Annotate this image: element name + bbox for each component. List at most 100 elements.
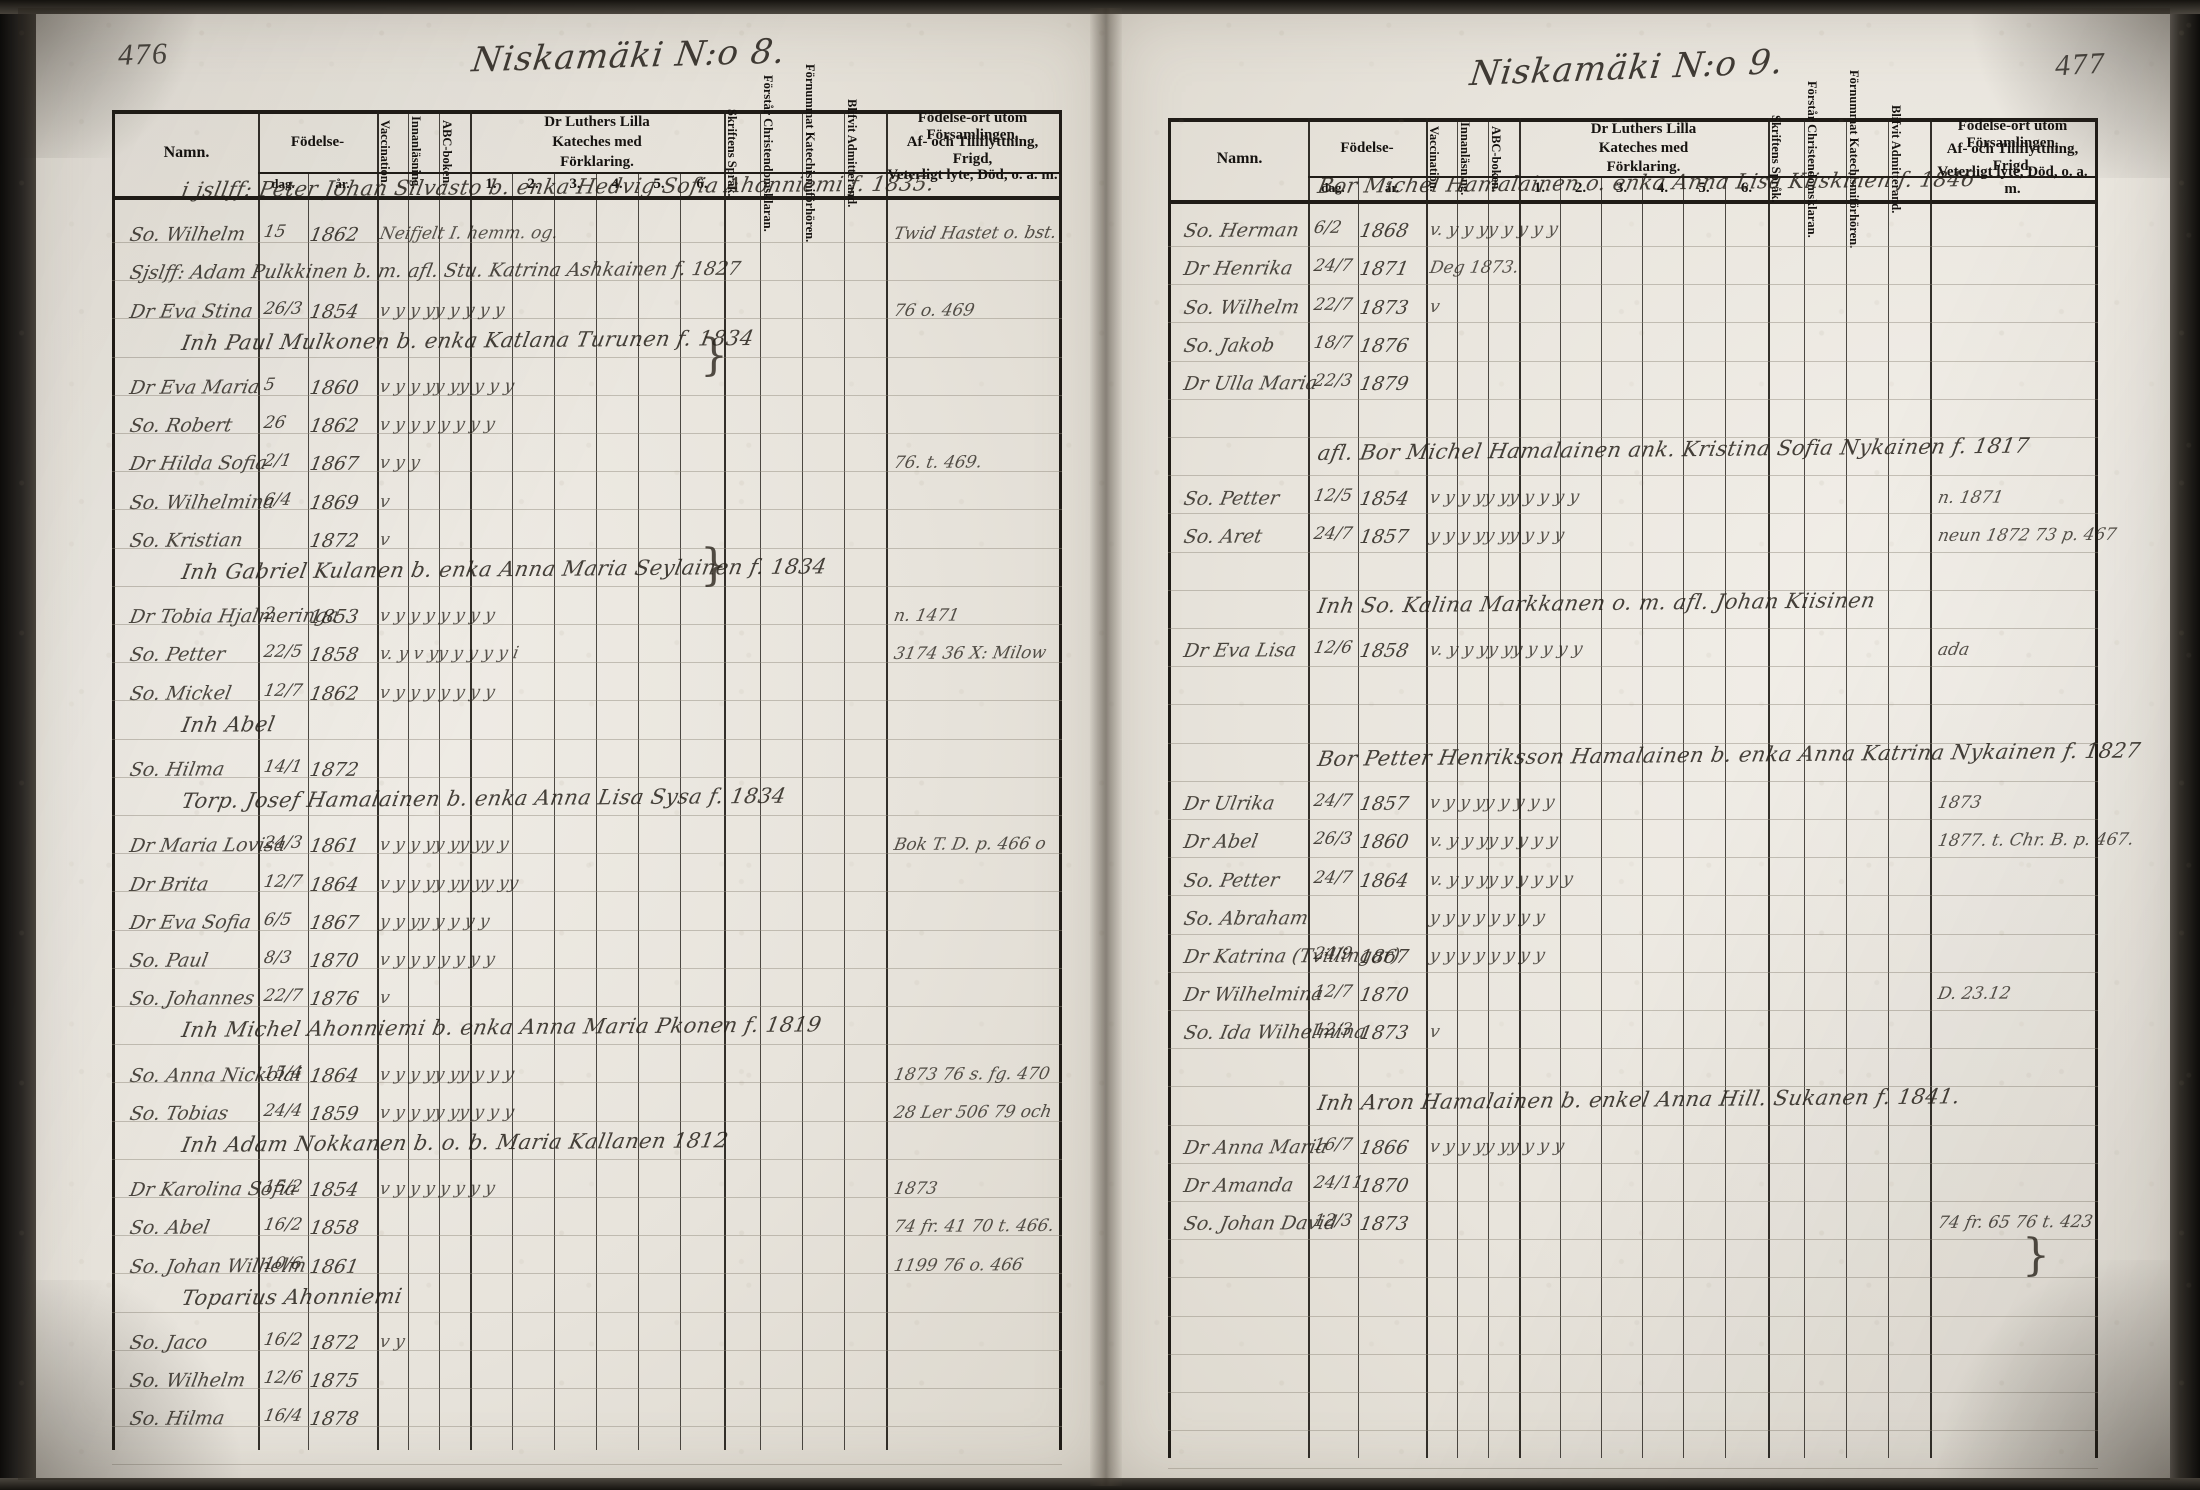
header-became-admitted: Blifvit Admitterand. [1888, 104, 1903, 214]
ruled-writing-line [1168, 322, 2098, 324]
header-catechism-3: 3. [569, 176, 581, 192]
col-rule [724, 110, 726, 1450]
right-page-leaf [1108, 8, 2180, 1486]
ruled-writing-line [112, 776, 1062, 778]
scan-edge-top [0, 0, 2200, 14]
col-rule [554, 172, 555, 1450]
ruled-writing-line [112, 1044, 1062, 1046]
header-catechism-4: 4. [611, 176, 623, 192]
ruled-writing-line [112, 1349, 1062, 1351]
ruled-writing-line [112, 509, 1062, 511]
header-catechism-line3: Förklaring. [1606, 159, 1681, 176]
catechism-group-rule [1426, 176, 1498, 178]
ruled-writing-line [112, 1158, 1062, 1160]
table-left-rule [1168, 118, 1171, 1458]
ruled-writing-line [112, 929, 1062, 931]
ruled-writing-line [1168, 1048, 2098, 1050]
header-catechism-1: 1. [1533, 180, 1546, 196]
col-rule [470, 110, 472, 1450]
col-rule [258, 196, 260, 1450]
ruled-writing-line [112, 1311, 1062, 1313]
header-catechism-1: 1. [485, 176, 497, 192]
col-rule [1930, 118, 1932, 1458]
col-rule [408, 110, 409, 1450]
table-top-rule [1168, 118, 2098, 122]
header-scripture-language: Skriftens Språk. [1768, 115, 1783, 203]
col-rule [1804, 118, 1805, 1458]
birth-group-rule [1308, 176, 2098, 178]
col-rule [1725, 176, 1726, 1458]
header-birth-group: Födelse- [290, 133, 345, 150]
ruled-writing-line [1168, 1162, 2098, 1164]
header-birth-year: år. [335, 175, 350, 191]
right-page-table: Namn. Födelse- dag. år. Vaccination. Inn… [1168, 70, 2098, 1470]
scan-edge-right [2170, 0, 2200, 1490]
col-rule [512, 172, 513, 1450]
header-catechism-6: 6. [696, 176, 708, 192]
col-rule [258, 110, 260, 196]
header-birth-year: år. [1384, 179, 1400, 195]
ruled-writing-line [1168, 1430, 2098, 1432]
ruled-writing-line [1168, 1086, 2098, 1088]
col-rule [886, 110, 888, 1450]
header-catechism-line2: Kateches med [552, 133, 642, 150]
header-birth-day: dag. [271, 175, 295, 191]
ruled-writing-line [112, 242, 1062, 243]
ruled-writing-line [112, 891, 1062, 893]
ruled-writing-line [1168, 513, 2098, 515]
left-page-leaf [18, 8, 1108, 1486]
col-rule [439, 110, 440, 1450]
col-rule [1308, 118, 1310, 1458]
header-understands-christianity: Förstår Christendomsklaran. [760, 74, 775, 232]
ruled-writing-line [1168, 1239, 2098, 1241]
header-catechism-line1: Dr Luthers Lilla [1590, 121, 1697, 138]
table-right-rule [2095, 118, 2098, 1458]
ruled-writing-line [112, 394, 1062, 396]
header-catechism-line1: Dr Luthers Lilla [544, 113, 650, 130]
ruled-writing-line [112, 662, 1062, 664]
ruled-writing-line [1168, 857, 2098, 859]
scan-edge-bottom [0, 1478, 2200, 1490]
ruled-writing-line [1168, 551, 2098, 553]
ruled-writing-line [1168, 895, 2098, 897]
ruled-writing-line [1168, 246, 2098, 247]
header-birth-day: dag. [1321, 179, 1345, 195]
ruled-writing-line [1168, 780, 2098, 782]
header-inner-reading: Innanläsning. [408, 116, 423, 190]
ruled-writing-line [112, 1273, 1062, 1275]
ruled-writing-line [1168, 1201, 2098, 1202]
header-birthplace-line2: Af- och Tillflyttning, Frigd, [906, 134, 1039, 167]
col-rule [1426, 118, 1428, 1458]
header-inner-reading: Innanläsning. [1457, 122, 1472, 196]
col-rule [1683, 176, 1684, 1458]
header-catechism-4: 4. [1656, 180, 1669, 196]
ruled-writing-line [112, 433, 1062, 434]
ruled-writing-line [1168, 704, 2098, 706]
header-catechism-5: 5. [1698, 180, 1710, 196]
col-rule [1642, 176, 1643, 1458]
ruled-writing-line [1168, 1010, 2098, 1011]
col-rule [1601, 176, 1602, 1458]
col-rule [1457, 118, 1458, 1458]
ruled-writing-line [112, 471, 1062, 473]
col-rule [760, 110, 761, 1450]
header-abc-book: ABC-boken. [1488, 125, 1503, 193]
ruled-writing-line [112, 1235, 1062, 1237]
left-page-folio-number: 476 [117, 37, 170, 72]
ruled-writing-line [1168, 1353, 2098, 1355]
left-page-table: Namn. Födelse- dag. år. Vaccination. Inn… [112, 64, 1062, 1466]
col-rule [1888, 118, 1889, 1458]
brace-mark: } [2022, 1230, 2050, 1281]
birth-group-rule [258, 172, 1062, 174]
ruled-writing-line [112, 280, 1062, 282]
ruled-writing-line [1168, 1315, 2098, 1317]
col-rule [638, 172, 639, 1450]
col-rule [1488, 118, 1489, 1458]
header-birth-group: Födelse- [1340, 139, 1394, 156]
header-abc-book: ABC-boken. [439, 119, 454, 187]
table-top-rule [112, 110, 1062, 114]
header-catechism-2: 2. [1574, 180, 1587, 196]
table-right-rule [1059, 110, 1062, 1450]
header-bottom-rule [1168, 200, 2098, 204]
scan-edge-left [0, 0, 36, 1490]
